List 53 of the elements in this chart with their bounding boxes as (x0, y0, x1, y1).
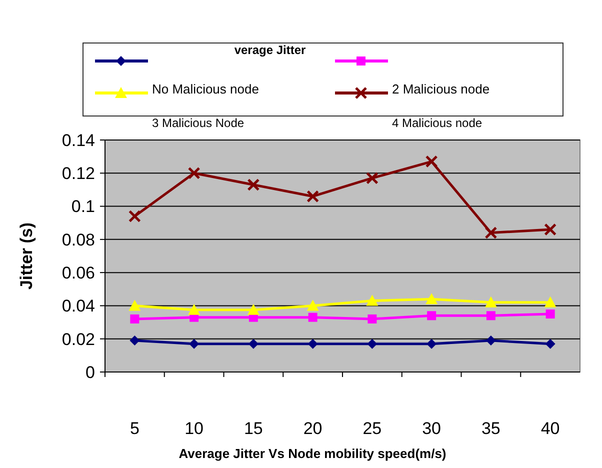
point (426, 338, 437, 349)
y-tick-label: 0.02 (62, 330, 95, 349)
point (247, 304, 260, 315)
point (425, 155, 438, 168)
point (545, 338, 556, 349)
point (367, 338, 378, 349)
point (247, 178, 260, 191)
y-tick-label: 0.14 (62, 130, 95, 150)
point (128, 210, 141, 222)
point (427, 311, 436, 320)
point (366, 172, 378, 184)
point (486, 311, 496, 320)
point (130, 336, 140, 346)
point (368, 314, 377, 324)
legend-label: 2 Malicious node (392, 82, 490, 97)
point (426, 293, 438, 304)
x-tick-label: 25 (362, 419, 382, 438)
point (308, 312, 318, 322)
x-tick-label: 35 (481, 419, 500, 438)
y-tick-label: 0.04 (62, 296, 95, 316)
x-tick-label: 5 (130, 419, 140, 438)
y-tick-label: 0.06 (62, 264, 95, 283)
point (484, 226, 498, 240)
y-tick-label: 0.1 (71, 197, 95, 216)
point (306, 190, 320, 203)
point (546, 310, 555, 318)
point (128, 300, 141, 311)
x-tick-label: 20 (303, 419, 322, 438)
point (484, 296, 497, 308)
point (188, 304, 200, 315)
point (189, 338, 200, 349)
y-axis-title: Jitter (s) (17, 222, 36, 290)
legend-label: No Malicious node (152, 82, 259, 97)
point (544, 223, 557, 236)
y-tick-label: 0.12 (62, 164, 95, 184)
x-tick-label: 30 (422, 419, 442, 438)
point (306, 300, 319, 311)
point (188, 166, 200, 180)
point (130, 314, 140, 324)
y-tick-label: 0.08 (62, 230, 95, 250)
text: 4 Malicious node (392, 116, 482, 130)
text: 3 Malicious Node (152, 116, 244, 130)
point (308, 338, 318, 349)
x-tick-label: 15 (244, 419, 263, 438)
x-tick-label: 10 (184, 419, 204, 438)
point (544, 296, 556, 308)
x-tick-label: 40 (540, 419, 560, 438)
point (486, 336, 496, 346)
point (248, 338, 258, 349)
y-tick-label: 0 (86, 362, 95, 382)
point (366, 294, 378, 306)
x-axis-title: Average Jitter Vs Node mobility speed(m/s) (178, 446, 446, 461)
legend-title: verage Jitter (234, 43, 306, 58)
